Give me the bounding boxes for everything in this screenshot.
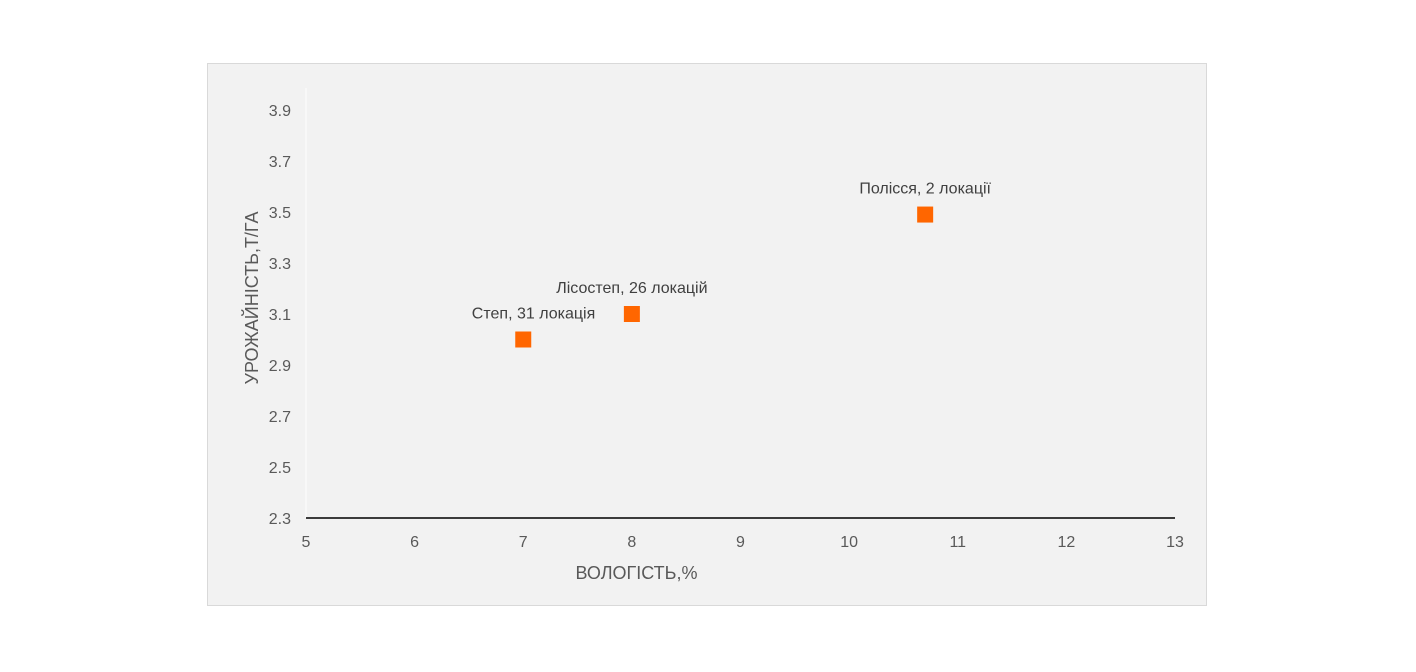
x-tick-label: 9: [736, 534, 745, 551]
data-point: [623, 306, 640, 322]
x-tick-label: 6: [410, 534, 419, 551]
y-tick-label: 3.1: [269, 307, 291, 324]
data-labels: Степ, 31 локація Лісостеп, 26 локацій Полі…: [472, 181, 992, 323]
y-axis-title: УРОЖАЙНІСТЬ,Т/ГА: [241, 212, 262, 385]
x-tick-label: 10: [840, 534, 858, 551]
x-tick-label: 7: [519, 534, 528, 551]
y-tick-labels: 2.3 2.5 2.7 2.9 3.1 3.3 3.5 3.7 3.9: [269, 103, 291, 528]
x-tick-label: 13: [1166, 534, 1184, 551]
data-point: [917, 206, 934, 223]
y-tick-label: 3.5: [269, 205, 291, 222]
x-tick-label: 5: [302, 534, 311, 551]
y-tick-label: 3.3: [269, 256, 291, 273]
chart-frame: [207, 63, 1207, 606]
x-tick-labels: 5 6 7 8 9 10 11 12 13: [302, 534, 1184, 551]
y-tick-label: 2.5: [269, 460, 291, 477]
data-label: Степ, 31 локація: [472, 306, 595, 323]
y-tick-label: 3.7: [269, 154, 291, 171]
x-tick-label: 12: [1057, 534, 1075, 551]
y-tick-label: 2.7: [269, 409, 291, 426]
y-tick-label: 2.3: [269, 511, 291, 528]
data-point: [515, 331, 532, 348]
x-tick-label: 11: [949, 534, 966, 551]
y-tick-label: 2.9: [269, 358, 291, 375]
data-label: Лісостеп, 26 локацій: [556, 280, 707, 297]
y-tick-label: 3.9: [269, 103, 291, 120]
x-tick-label: 8: [627, 534, 636, 551]
x-axis-title: ВОЛОГІСТЬ,%: [576, 563, 698, 583]
data-label: Полісся, 2 локації: [859, 181, 991, 198]
data-points: [515, 206, 934, 348]
